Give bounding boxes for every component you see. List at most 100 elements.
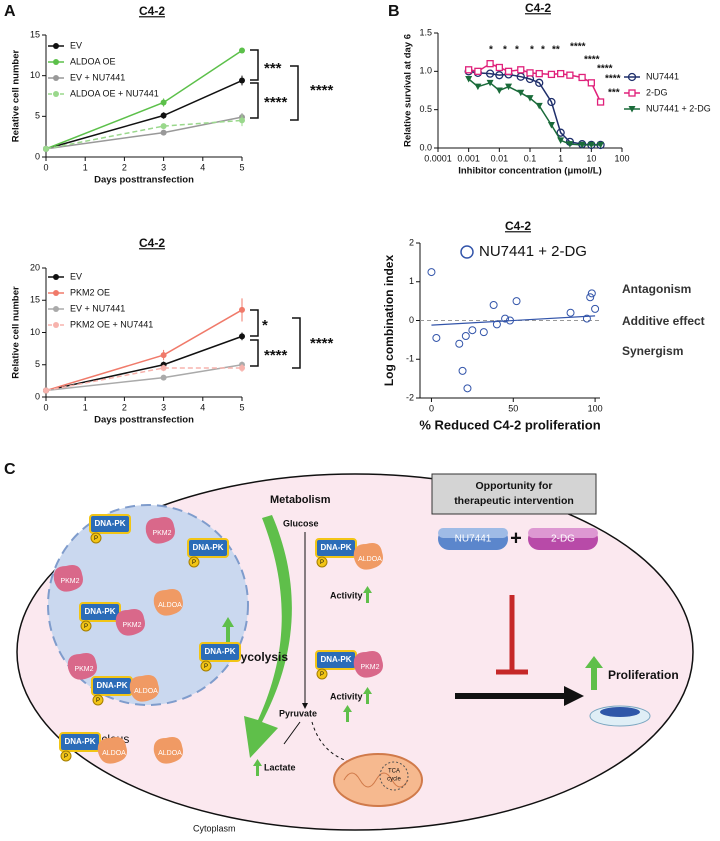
pkm2-shape: [145, 517, 175, 544]
point: [597, 141, 605, 149]
protein-label: PKM2: [74, 666, 93, 673]
phospho-site: [316, 668, 328, 680]
point: [432, 333, 441, 342]
significance-label: ****: [584, 55, 600, 66]
point: [547, 70, 556, 79]
point: [486, 60, 494, 68]
point: [547, 122, 555, 129]
protein-label: DNA-PK: [320, 655, 351, 664]
y-axis-label: Relative cell number: [11, 50, 22, 143]
protein-label: DNA-PK: [320, 543, 351, 552]
protein-label: PKM2: [122, 622, 141, 629]
point: [535, 102, 543, 110]
x-tick-label: 0.01: [491, 153, 509, 163]
protein-label: ALDOA: [158, 602, 182, 609]
x-tick-label: 0.0001: [424, 153, 452, 163]
y-tick-label: 0: [409, 315, 414, 325]
legend-label: ALDOA OE + NU7441: [70, 88, 159, 98]
y-tick-label: 2: [409, 237, 414, 247]
x-axis-label: % Reduced C4-2 proliferation: [419, 417, 600, 432]
x-axis-label: Days posttransfection: [94, 415, 194, 426]
significance-label: ****: [310, 335, 334, 352]
mitochondrion: [333, 753, 423, 807]
x-axis-label: Days posttransfection: [94, 175, 194, 186]
y-axis-label: Relative survival at day 6: [403, 34, 414, 147]
point: [239, 47, 245, 54]
activity-label: Activity: [330, 691, 363, 701]
significance-bracket: [250, 49, 259, 81]
point: [495, 71, 504, 80]
point: [160, 123, 167, 130]
significance-label: ****: [310, 82, 334, 99]
legend-marker: [53, 306, 59, 312]
legend-label: ALDOA OE: [70, 56, 116, 66]
point: [486, 79, 494, 87]
phospho-label: P: [94, 536, 98, 542]
intervention-label: therapeutic intervention: [454, 495, 574, 507]
legend-label: EV: [70, 271, 82, 281]
point: [557, 137, 565, 144]
legend-marker: [628, 89, 636, 97]
diagram: Glycolysis Metabolism Glucose Pyruvate L…: [16, 473, 694, 833]
point: [474, 83, 482, 91]
phospho-site: [60, 750, 72, 762]
x-tick-label: 0: [43, 162, 48, 172]
protein-label: PKM2: [152, 530, 171, 537]
point: [489, 301, 498, 309]
x-tick-label: 1: [83, 162, 88, 172]
point: [517, 66, 525, 74]
significance-bracket: [292, 317, 301, 369]
point: [547, 97, 556, 107]
protein-label: DNA-PK: [204, 647, 235, 656]
y-axis-label: Log combination index: [382, 255, 396, 387]
point: [468, 326, 477, 335]
y-tick-label: 0: [35, 391, 40, 401]
significance-label: *: [503, 45, 507, 56]
point: [596, 98, 605, 106]
y-tick-label: 15: [30, 29, 40, 39]
significance-label: *: [262, 317, 268, 334]
protein-label: DNA-PK: [64, 737, 95, 746]
point: [501, 314, 510, 323]
legend-label: PKM2 OE + NU7441: [70, 319, 153, 329]
point: [160, 374, 167, 381]
protein-label: DNA-PK: [96, 681, 127, 690]
x-tick-label: 0.1: [524, 153, 537, 163]
phospho-site: [188, 556, 200, 568]
phospho-site: [90, 532, 102, 544]
point: [566, 141, 574, 148]
region-label: Antagonism: [622, 282, 691, 296]
protein-label: ALDOA: [358, 556, 382, 563]
x-tick-label: 100: [614, 153, 629, 163]
phospho-site: [92, 694, 104, 706]
plus-label: +: [510, 527, 522, 549]
point: [239, 77, 245, 84]
point: [587, 289, 596, 298]
point: [239, 117, 245, 124]
point: [160, 364, 167, 371]
legend-label: NU7441 + 2-DG: [479, 243, 587, 260]
point: [427, 268, 436, 277]
point: [495, 87, 503, 94]
chart-title: C4-2: [525, 1, 551, 15]
pill-shine: [528, 528, 598, 538]
series-line: [45, 119, 243, 150]
legend-marker: [53, 43, 59, 49]
significance-bracket: [250, 309, 259, 337]
y-tick-label: 10: [30, 327, 40, 337]
region-label: Additive effect: [622, 314, 705, 328]
y-tick-label: -1: [406, 354, 414, 364]
point: [474, 67, 482, 75]
legend-marker: [53, 91, 59, 97]
aldoa-shape: [153, 589, 183, 616]
legend-marker: [53, 274, 59, 280]
legend-marker: [53, 59, 59, 65]
legend-label: PKM2 OE: [70, 287, 110, 297]
point: [239, 306, 245, 313]
significance-label: **: [552, 45, 560, 56]
x-tick-label: 4: [200, 402, 205, 412]
x-tick-label: 1: [83, 402, 88, 412]
y-tick-label: 0.0: [419, 142, 432, 152]
